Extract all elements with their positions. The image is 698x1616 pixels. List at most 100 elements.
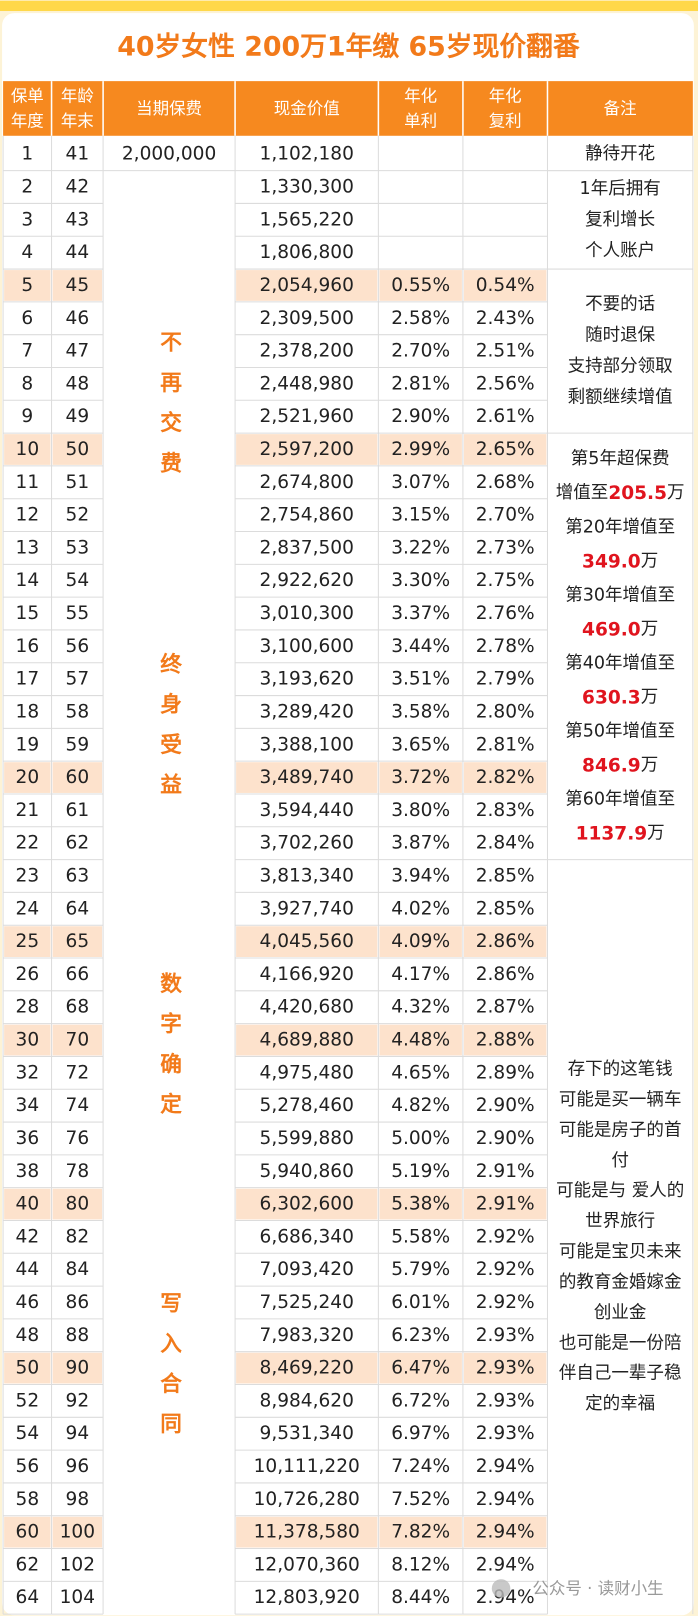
- cell: 2.75%: [476, 570, 535, 591]
- cell: 49: [66, 406, 90, 427]
- remark-text: 伴自己一辈子稳: [559, 1364, 682, 1384]
- cell: 3.94%: [391, 865, 450, 886]
- cell: 10,726,280: [254, 1489, 360, 1510]
- remark-text: 增值至: [556, 483, 609, 503]
- cell: 84: [66, 1259, 90, 1280]
- cell: 3,100,600: [260, 636, 354, 657]
- cell: 64: [16, 1587, 40, 1608]
- remark-text: 万: [641, 755, 659, 775]
- remark-text: 第20年增值至: [565, 517, 675, 537]
- cell: 23: [16, 865, 40, 886]
- cell: 78: [66, 1161, 90, 1182]
- remark-highlight: 205.5: [608, 483, 667, 504]
- remark-line: 增值至205.5万: [556, 483, 685, 504]
- cell: 6.23%: [391, 1325, 450, 1346]
- cell: 2.86%: [476, 931, 535, 952]
- cell: 76: [66, 1128, 90, 1149]
- cell: 3.44%: [391, 636, 450, 657]
- remark-line: 可能是宝贝未来: [559, 1242, 682, 1262]
- cell: 3.07%: [391, 472, 450, 493]
- header-label: 备注: [604, 99, 637, 118]
- cell: 70: [66, 1030, 90, 1051]
- remark-line: 1年后拥有: [580, 179, 661, 199]
- cell: 3,813,340: [260, 865, 354, 886]
- cell: 4: [21, 242, 33, 263]
- cell: 3.72%: [391, 767, 450, 788]
- cell: 7.82%: [391, 1522, 450, 1543]
- cell: 2.81%: [391, 373, 450, 394]
- cell: 8,469,220: [260, 1358, 354, 1379]
- cell: 2.87%: [476, 997, 535, 1018]
- highlight-cell: [379, 762, 462, 793]
- highlight-cell: [52, 270, 103, 301]
- header-label: 年度: [11, 111, 44, 130]
- highlight-cell: [379, 270, 462, 301]
- cell: 7,983,320: [260, 1325, 354, 1346]
- cell: 54: [66, 570, 90, 591]
- cell: 96: [66, 1456, 90, 1477]
- cell: 4.17%: [391, 964, 450, 985]
- cell: 8.12%: [391, 1554, 450, 1575]
- cell: 9: [21, 406, 33, 427]
- cell: 2,754,860: [260, 505, 354, 526]
- cell: 50: [66, 439, 90, 460]
- cell: 2.70%: [391, 341, 450, 362]
- cell: 57: [66, 669, 90, 690]
- header-label: 现金价值: [274, 99, 340, 118]
- cell: 46: [66, 308, 90, 329]
- cell: 4.82%: [391, 1095, 450, 1116]
- remark-text: 的教育金婚嫁金: [559, 1272, 682, 1292]
- highlight-cell: [52, 1024, 103, 1056]
- remark-highlight: 630.3: [582, 687, 641, 708]
- cell: 4,975,480: [260, 1062, 354, 1083]
- highlight-cell: [4, 270, 51, 301]
- cell: 2: [21, 177, 33, 198]
- highlight-cell: [463, 1188, 547, 1220]
- remark-line: 第5年超保费: [571, 449, 670, 469]
- cell: 4.09%: [391, 931, 450, 952]
- remark-line: 伴自己一辈子稳: [559, 1364, 682, 1384]
- remark-text: 不要的话: [585, 295, 655, 315]
- highlight-cell: [52, 434, 103, 465]
- premium-note: 不再交费: [157, 331, 182, 492]
- highlight-cell: [4, 1024, 51, 1056]
- cell: 3,010,300: [260, 603, 354, 624]
- cell: 3.37%: [391, 603, 450, 624]
- cell: 2.94%: [476, 1489, 535, 1510]
- remark-text: 第5年超保费: [571, 449, 670, 469]
- title: 40岁女性 200万1年缴 65岁现价翻番: [117, 31, 580, 63]
- remark-text: 支持部分领取: [568, 357, 673, 377]
- cell: 7: [21, 341, 33, 362]
- remark-text: 可能是房子的首: [559, 1120, 682, 1140]
- cell: 4,689,880: [260, 1030, 354, 1051]
- cell: 2.68%: [476, 472, 535, 493]
- remark-line: 第30年增值至: [565, 585, 675, 605]
- cell: 0.54%: [476, 275, 535, 296]
- cell: 34: [16, 1095, 40, 1116]
- cell: 72: [66, 1062, 90, 1083]
- remark-text: 第40年增值至: [565, 653, 675, 673]
- remark-text: 随时退保: [585, 326, 656, 346]
- remark-line: 付: [611, 1151, 629, 1171]
- cell: 46: [16, 1292, 40, 1313]
- cell: 2.85%: [476, 865, 535, 886]
- remark-line: 随时退保: [585, 326, 656, 346]
- cell: 2.86%: [476, 964, 535, 985]
- cell: 2.94%: [476, 1456, 535, 1477]
- highlight-cell: [236, 926, 378, 957]
- remark-line: 可能是与 爱人的: [556, 1181, 684, 1201]
- cell: 58: [66, 701, 90, 722]
- highlight-cell: [52, 926, 103, 957]
- cell: 2.51%: [476, 341, 535, 362]
- remark-text: 万: [667, 483, 685, 503]
- cell: 74: [66, 1095, 90, 1116]
- cell: 3,702,260: [260, 833, 354, 854]
- cell: 44: [66, 242, 90, 263]
- cell: 4.32%: [391, 997, 450, 1018]
- cell: 4,166,920: [260, 964, 354, 985]
- cell: 2.99%: [391, 439, 450, 460]
- cell: 2.65%: [476, 439, 535, 460]
- cell: 1,330,300: [260, 177, 354, 198]
- remark-text: 第50年增值至: [565, 721, 675, 741]
- remark-text: 也可能是一份陪: [559, 1333, 682, 1353]
